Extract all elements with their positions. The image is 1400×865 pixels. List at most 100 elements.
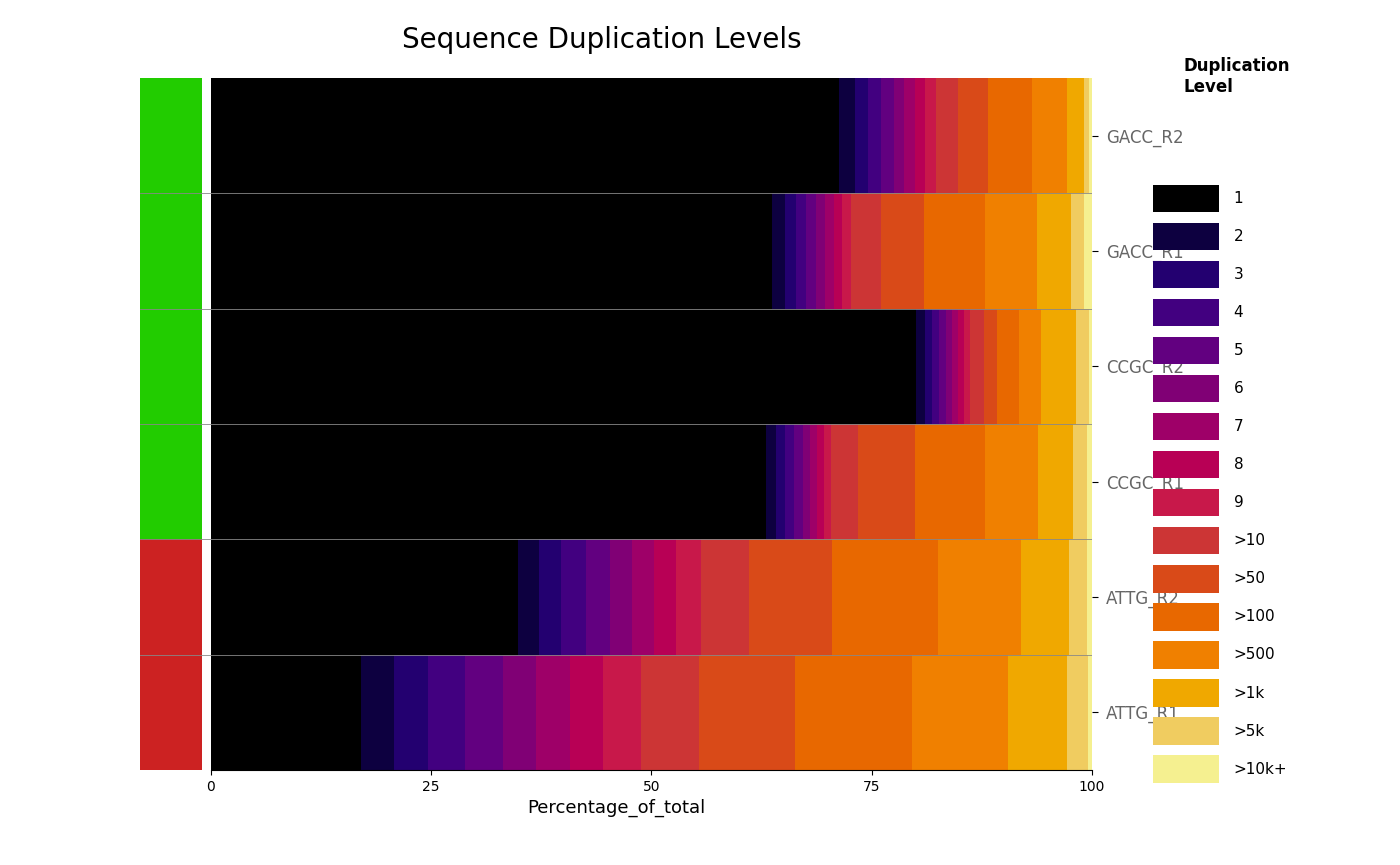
Bar <box>924 309 931 424</box>
Bar <box>539 539 561 655</box>
Bar <box>851 193 881 309</box>
Bar <box>1152 679 1219 707</box>
Text: 3: 3 <box>1233 267 1243 282</box>
Bar <box>1089 309 1092 424</box>
Bar <box>935 78 958 193</box>
Bar <box>825 193 833 309</box>
Bar <box>806 193 816 309</box>
Bar <box>970 309 984 424</box>
Bar <box>210 655 361 770</box>
Bar <box>1039 424 1074 539</box>
Bar <box>802 424 811 539</box>
Bar <box>1086 539 1092 655</box>
Bar <box>904 78 914 193</box>
Bar <box>210 193 773 309</box>
Bar <box>795 655 913 770</box>
Text: 4: 4 <box>1233 305 1243 320</box>
Bar <box>868 78 881 193</box>
Bar <box>925 78 935 193</box>
Bar <box>1021 539 1070 655</box>
Text: >100: >100 <box>1233 610 1275 625</box>
Text: 2: 2 <box>1233 229 1243 244</box>
Bar <box>587 539 610 655</box>
Bar <box>633 539 654 655</box>
Bar <box>795 193 806 309</box>
Bar <box>916 309 924 424</box>
Bar <box>945 309 952 424</box>
Bar <box>210 78 839 193</box>
Bar <box>1152 298 1219 326</box>
Text: 7: 7 <box>1233 420 1243 434</box>
Bar <box>1077 309 1089 424</box>
Bar <box>832 424 858 539</box>
Bar <box>1152 603 1219 631</box>
Bar <box>465 655 503 770</box>
Bar <box>1074 424 1086 539</box>
Bar <box>1067 655 1088 770</box>
Bar <box>676 539 701 655</box>
Bar <box>1152 336 1219 364</box>
Bar <box>986 424 1039 539</box>
Bar <box>913 655 1008 770</box>
Bar <box>361 655 395 770</box>
Bar <box>825 424 832 539</box>
Bar <box>1152 717 1219 745</box>
Text: 6: 6 <box>1233 381 1243 396</box>
Bar <box>984 309 997 424</box>
Bar <box>914 424 986 539</box>
Bar <box>924 193 984 309</box>
Bar <box>766 424 777 539</box>
Bar <box>1040 309 1077 424</box>
Bar <box>1152 565 1219 593</box>
Text: 5: 5 <box>1233 343 1243 358</box>
Bar <box>1152 413 1219 440</box>
Bar <box>700 655 795 770</box>
Bar <box>984 193 1036 309</box>
Bar <box>749 539 833 655</box>
Bar <box>654 539 676 655</box>
Bar <box>1152 527 1219 554</box>
Bar <box>210 539 518 655</box>
Bar <box>140 193 202 309</box>
Bar <box>210 309 916 424</box>
Bar <box>1152 375 1219 402</box>
Bar <box>140 539 202 655</box>
Bar <box>893 78 904 193</box>
Bar <box>395 655 428 770</box>
Bar <box>965 309 970 424</box>
X-axis label: Percentage_of_total: Percentage_of_total <box>526 799 706 817</box>
Bar <box>785 193 795 309</box>
Bar <box>1084 193 1092 309</box>
Bar <box>428 655 465 770</box>
Bar <box>988 78 1032 193</box>
Bar <box>785 424 794 539</box>
Bar <box>794 424 802 539</box>
Text: >50: >50 <box>1233 572 1266 586</box>
Bar <box>1152 641 1219 669</box>
Bar <box>1067 78 1084 193</box>
Bar <box>843 193 851 309</box>
Text: >10k+: >10k+ <box>1233 762 1288 777</box>
Bar <box>1088 655 1092 770</box>
Bar <box>931 309 938 424</box>
Bar <box>1086 424 1092 539</box>
Bar <box>881 78 893 193</box>
Bar <box>1032 78 1067 193</box>
Bar <box>1019 309 1040 424</box>
Bar <box>854 78 868 193</box>
Text: 9: 9 <box>1233 496 1243 510</box>
Text: 8: 8 <box>1233 458 1243 472</box>
Bar <box>140 655 202 770</box>
Bar <box>1084 78 1089 193</box>
Bar <box>1070 539 1086 655</box>
Bar <box>1152 451 1219 478</box>
Bar <box>1152 260 1219 288</box>
Bar <box>777 424 785 539</box>
Bar <box>1089 78 1092 193</box>
Bar <box>773 193 785 309</box>
Text: >10: >10 <box>1233 534 1266 548</box>
Text: 1: 1 <box>1233 191 1243 206</box>
Bar <box>570 655 603 770</box>
Bar <box>952 309 958 424</box>
Bar <box>603 655 641 770</box>
